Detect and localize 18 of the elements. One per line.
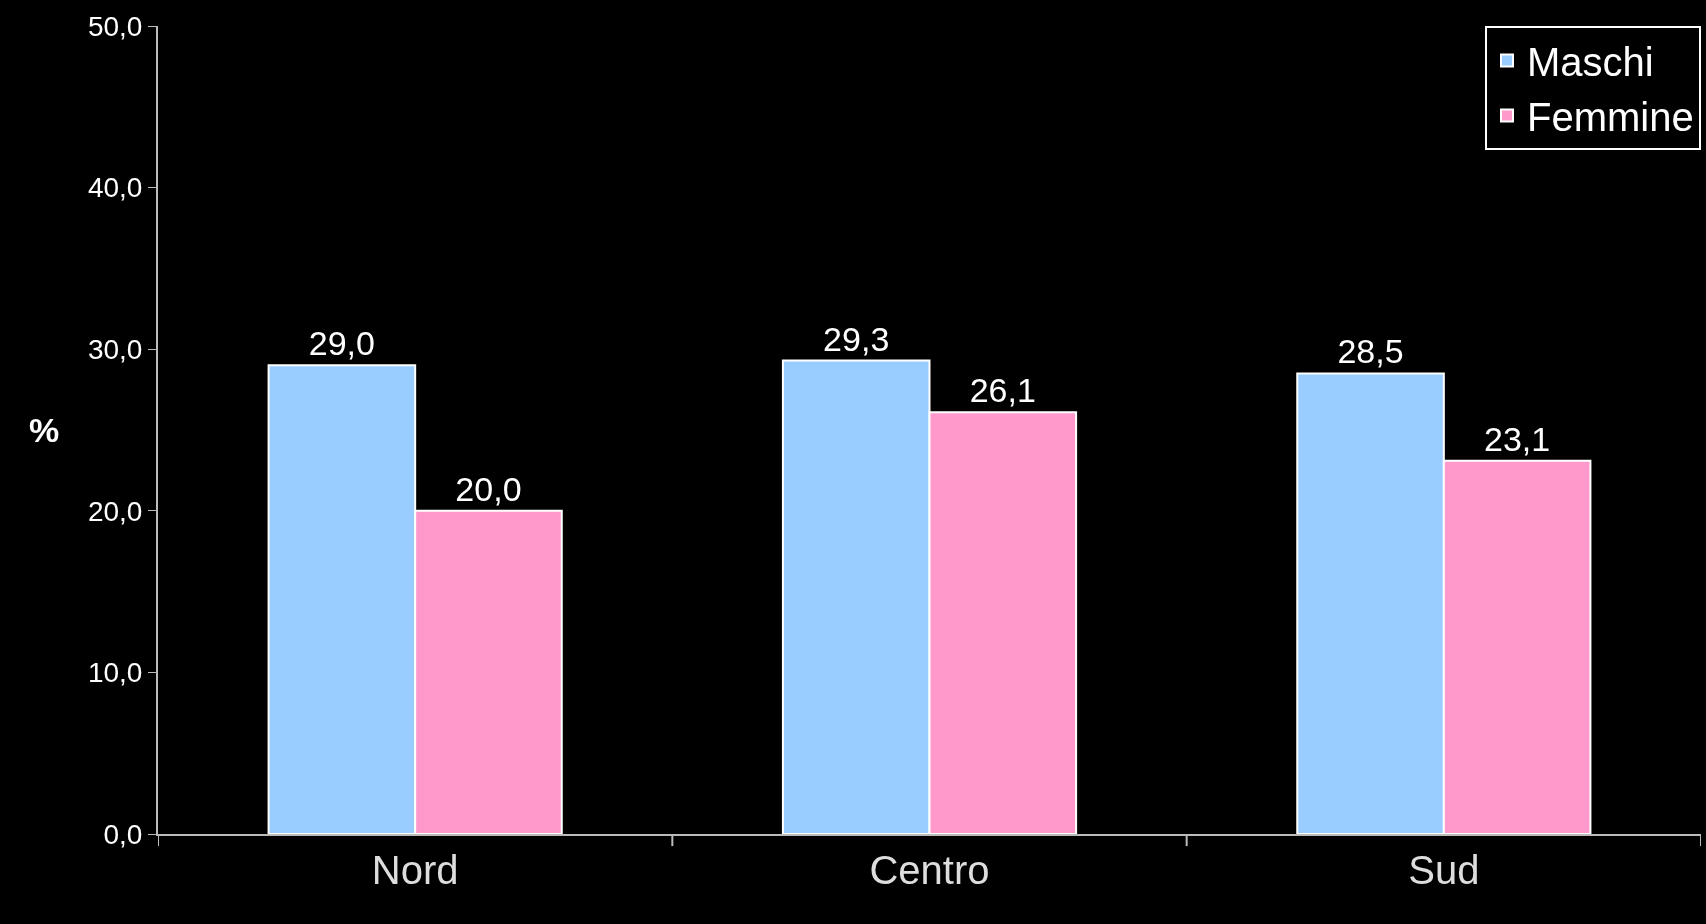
data-label: 20,0 [455, 469, 522, 508]
y-tick-label: 10,0 [87, 657, 143, 689]
y-tick-label: 40,0 [87, 172, 143, 204]
data-label: 23,1 [1484, 419, 1551, 458]
data-label: 26,1 [969, 371, 1036, 410]
legend-label: Maschi [1527, 40, 1654, 85]
x-tick-label: Nord [371, 848, 459, 892]
y-tick-label: 30,0 [87, 334, 143, 365]
y-tick-label: 0,0 [103, 818, 143, 850]
y-tick-label: 20,0 [87, 495, 143, 527]
x-tick-label: Sud [1408, 848, 1480, 892]
data-label: 29,0 [308, 324, 375, 363]
x-tick-label: Centro [869, 848, 990, 892]
y-tick-label: 50,0 [87, 10, 143, 42]
data-label: 29,3 [823, 319, 890, 358]
data-label: 28,5 [1337, 332, 1404, 371]
y-axis-title: % [29, 411, 60, 449]
legend-label: Femmine [1527, 95, 1694, 140]
